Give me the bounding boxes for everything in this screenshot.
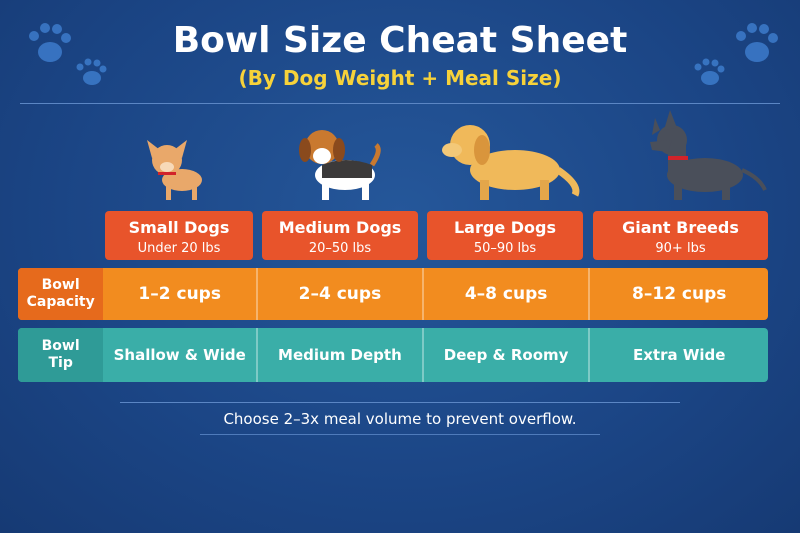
table-cell: Extra Wide	[588, 328, 768, 382]
column-header: Medium Dogs 20–50 lbs	[262, 211, 418, 260]
table-cell: 2–4 cups	[256, 268, 422, 320]
small-dog-icon	[147, 140, 202, 200]
column-weight: 90+ lbs	[655, 241, 706, 256]
column-header: Large Dogs 50–90 lbs	[427, 211, 583, 260]
column-header: Giant Breeds 90+ lbs	[593, 211, 768, 260]
column-weight: Under 20 lbs	[137, 241, 221, 256]
column-name: Giant Breeds	[622, 218, 739, 237]
large-dog-icon	[442, 125, 580, 200]
column-name: Medium Dogs	[278, 218, 402, 237]
row-label-text: Bowl Tip	[41, 338, 80, 371]
table-row: Bowl Tip Shallow & Wide Medium Depth Deep &…	[18, 328, 768, 382]
giant-dog-icon	[650, 110, 767, 200]
paw-prints	[29, 23, 778, 85]
divider	[200, 434, 600, 435]
medium-dog-icon	[299, 130, 381, 200]
table-cell: Shallow & Wide	[113, 346, 246, 364]
footer-note: Choose 2–3x meal volume to prevent overf…	[223, 410, 577, 428]
column-weight: 50–90 lbs	[473, 241, 537, 256]
row-label-text: Bowl Capacity	[26, 277, 95, 310]
table-cell: Medium Depth	[256, 328, 422, 382]
subtitle: (By Dog Weight + Meal Size)	[238, 66, 562, 90]
table-cell: Deep & Roomy	[421, 328, 589, 382]
table-cell: 4–8 cups	[421, 268, 589, 320]
divider	[120, 402, 680, 403]
row-label: Bowl Tip	[18, 328, 104, 382]
table-row: Bowl Capacity 1–2 cups 2–4 cups 4–8 cups 8–1…	[18, 268, 768, 320]
column-name: Large Dogs	[453, 218, 556, 237]
column-weight: 20–50 lbs	[308, 241, 372, 256]
table-cell: 8–12 cups	[588, 268, 768, 320]
row-label: Bowl Capacity	[18, 268, 104, 320]
title: Bowl Size Cheat Sheet	[172, 20, 628, 61]
column-name: Small Dogs	[128, 218, 230, 237]
column-header: Small Dogs Under 20 lbs	[105, 211, 253, 260]
table-cell: 1–2 cups	[138, 284, 221, 304]
decorations	[29, 23, 778, 200]
divider	[20, 103, 780, 104]
